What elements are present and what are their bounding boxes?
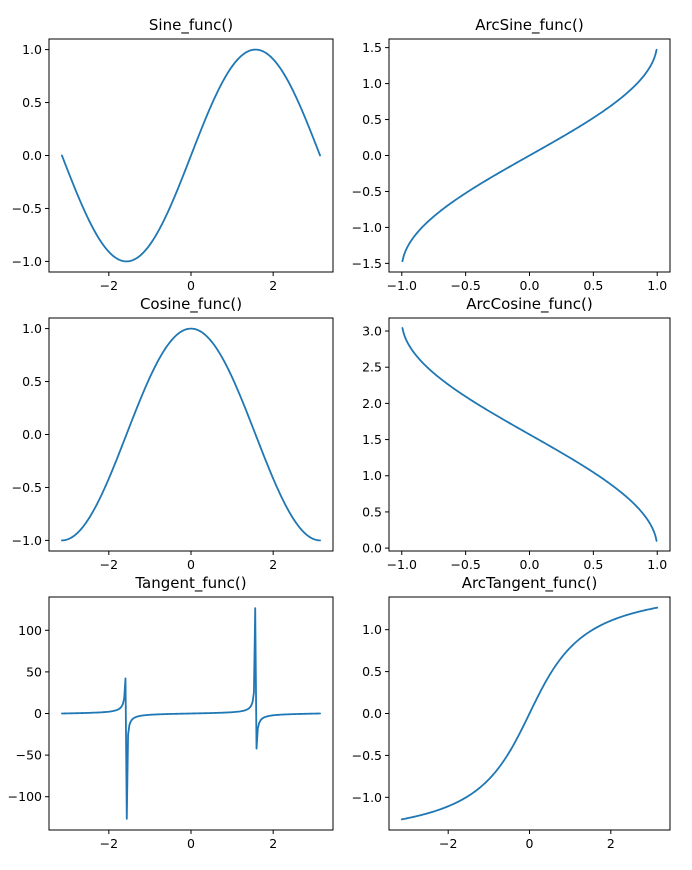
arccosine-xtick-label: 1.0 (647, 557, 667, 572)
cosine-ytick-label: −1.0 (12, 533, 42, 548)
arctangent-ytick-label: −1.0 (352, 790, 382, 805)
tangent-ytick-label: −50 (16, 748, 42, 763)
arctangent-xtick-label: 0 (526, 836, 534, 851)
sine-ytick-label: −1.0 (12, 254, 42, 269)
arccosine-ytick-label: 0.5 (362, 504, 382, 519)
arccosine-ytick-label: 1.5 (362, 432, 382, 447)
arcsine-xtick-label: −0.5 (450, 278, 480, 293)
tangent-xtick-label: −2 (100, 836, 118, 851)
arcsine-title: ArcSine_func() (475, 16, 584, 35)
arcsine-ytick-label: −1.0 (352, 220, 382, 235)
sine-ytick-label: 0.5 (22, 95, 42, 110)
arctangent-xtick-label: −2 (439, 836, 457, 851)
sine-panel: −2 0 2 1.0 0.5 0.0 −0.5 −1.0 Sine_func() (12, 16, 334, 293)
sine-curve (61, 48, 321, 263)
tangent-xtick-label: 2 (269, 836, 277, 851)
arccosine-xtick-label: 0.0 (520, 557, 540, 572)
arcsine-ytick-label: 0.0 (362, 148, 382, 163)
arctangent-ytick-label: 1.0 (362, 622, 382, 637)
cosine-xtick-label: 2 (269, 557, 277, 572)
arccosine-ytick-label: 2.5 (362, 360, 382, 375)
arccosine-ytick-label: 1.0 (362, 468, 382, 483)
cosine-title: Cosine_func() (140, 295, 242, 314)
cosine-xtick-label: 0 (187, 557, 195, 572)
arcsine-xtick-label: 1.0 (647, 278, 667, 293)
arccosine-ytick-label: 2.0 (362, 396, 382, 411)
arctangent-ytick-label: −0.5 (352, 748, 382, 763)
arctangent-title: ArcTangent_func() (462, 574, 598, 593)
cosine-ytick-label: 0.5 (22, 374, 42, 389)
tangent-ytick-label: 100 (18, 623, 42, 638)
sine-xtick-label: 0 (187, 278, 195, 293)
tangent-ytick-label: −100 (8, 789, 42, 804)
arctangent-ytick-label: 0.0 (362, 706, 382, 721)
cosine-xtick-label: −2 (100, 557, 118, 572)
arccosine-curve (401, 327, 658, 542)
sine-ytick-label: 1.0 (22, 42, 42, 57)
tangent-title: Tangent_func() (134, 574, 246, 593)
cosine-ytick-label: 0.0 (22, 427, 42, 442)
tangent-curve (61, 607, 321, 820)
cosine-ytick-label: −0.5 (12, 480, 42, 495)
arccosine-xtick-label: 0.5 (583, 557, 603, 572)
sine-ytick-label: −0.5 (12, 201, 42, 216)
arccosine-title: ArcCosine_func() (466, 295, 592, 314)
arccosine-ytick-label: 3.0 (362, 324, 382, 339)
arcsine-xtick-label: −1.0 (387, 278, 417, 293)
sine-xtick-label: −2 (100, 278, 118, 293)
sine-xtick-label: 2 (269, 278, 277, 293)
arcsine-ytick-label: 1.0 (362, 76, 382, 91)
arcsine-xtick-label: 0.5 (583, 278, 603, 293)
arccosine-panel: −1.0 −0.5 0.0 0.5 1.0 3.0 2.5 2.0 1.5 1.0 0.5 0.0 Ar… (362, 295, 671, 572)
arccosine-xtick-label: −0.5 (450, 557, 480, 572)
sine-title: Sine_func() (149, 16, 233, 35)
cosine-curve (61, 327, 321, 542)
tangent-ytick-label: 0 (34, 706, 42, 721)
arccosine-ytick-label: 0.0 (362, 541, 382, 556)
arcsine-ytick-label: −0.5 (352, 184, 382, 199)
cosine-ytick-label: 1.0 (22, 321, 42, 336)
arcsine-xtick-label: 0.0 (520, 278, 540, 293)
arctangent-panel: −2 0 2 1.0 0.5 0.0 −0.5 −1.0 ArcTangent_func() (352, 574, 671, 851)
tangent-xtick-label: 0 (187, 836, 195, 851)
arcsine-ytick-label: 0.5 (362, 112, 382, 127)
sine-ytick-label: 0.0 (22, 148, 42, 163)
arcsine-ytick-label: −1.5 (352, 256, 382, 271)
cosine-axes-frame (48, 317, 334, 552)
arctangent-ytick-label: 0.5 (362, 664, 382, 679)
tangent-ytick-label: 50 (26, 664, 42, 679)
arctangent-xtick-label: 2 (607, 836, 615, 851)
arccosine-xtick-label: −1.0 (387, 557, 417, 572)
arctangent-curve (400, 606, 659, 821)
arcsine-panel: −1.0 −0.5 0.0 0.5 1.0 1.5 1.0 0.5 0.0 −0.5 −1.0 −1.… (352, 16, 671, 293)
arcsine-curve (401, 48, 658, 263)
arcsine-ytick-label: 1.5 (362, 40, 382, 55)
tangent-panel: −2 0 2 100 50 0 −50 −100 Tangent_func() (8, 574, 334, 851)
cosine-panel: −2 0 2 1.0 0.5 0.0 −0.5 −1.0 Cosine_func() (12, 295, 334, 572)
